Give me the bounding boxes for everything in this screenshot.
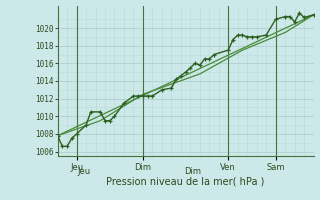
Text: Dim: Dim bbox=[184, 167, 201, 176]
Text: Jeu: Jeu bbox=[78, 167, 91, 176]
X-axis label: Pression niveau de la mer( hPa ): Pression niveau de la mer( hPa ) bbox=[107, 176, 265, 186]
